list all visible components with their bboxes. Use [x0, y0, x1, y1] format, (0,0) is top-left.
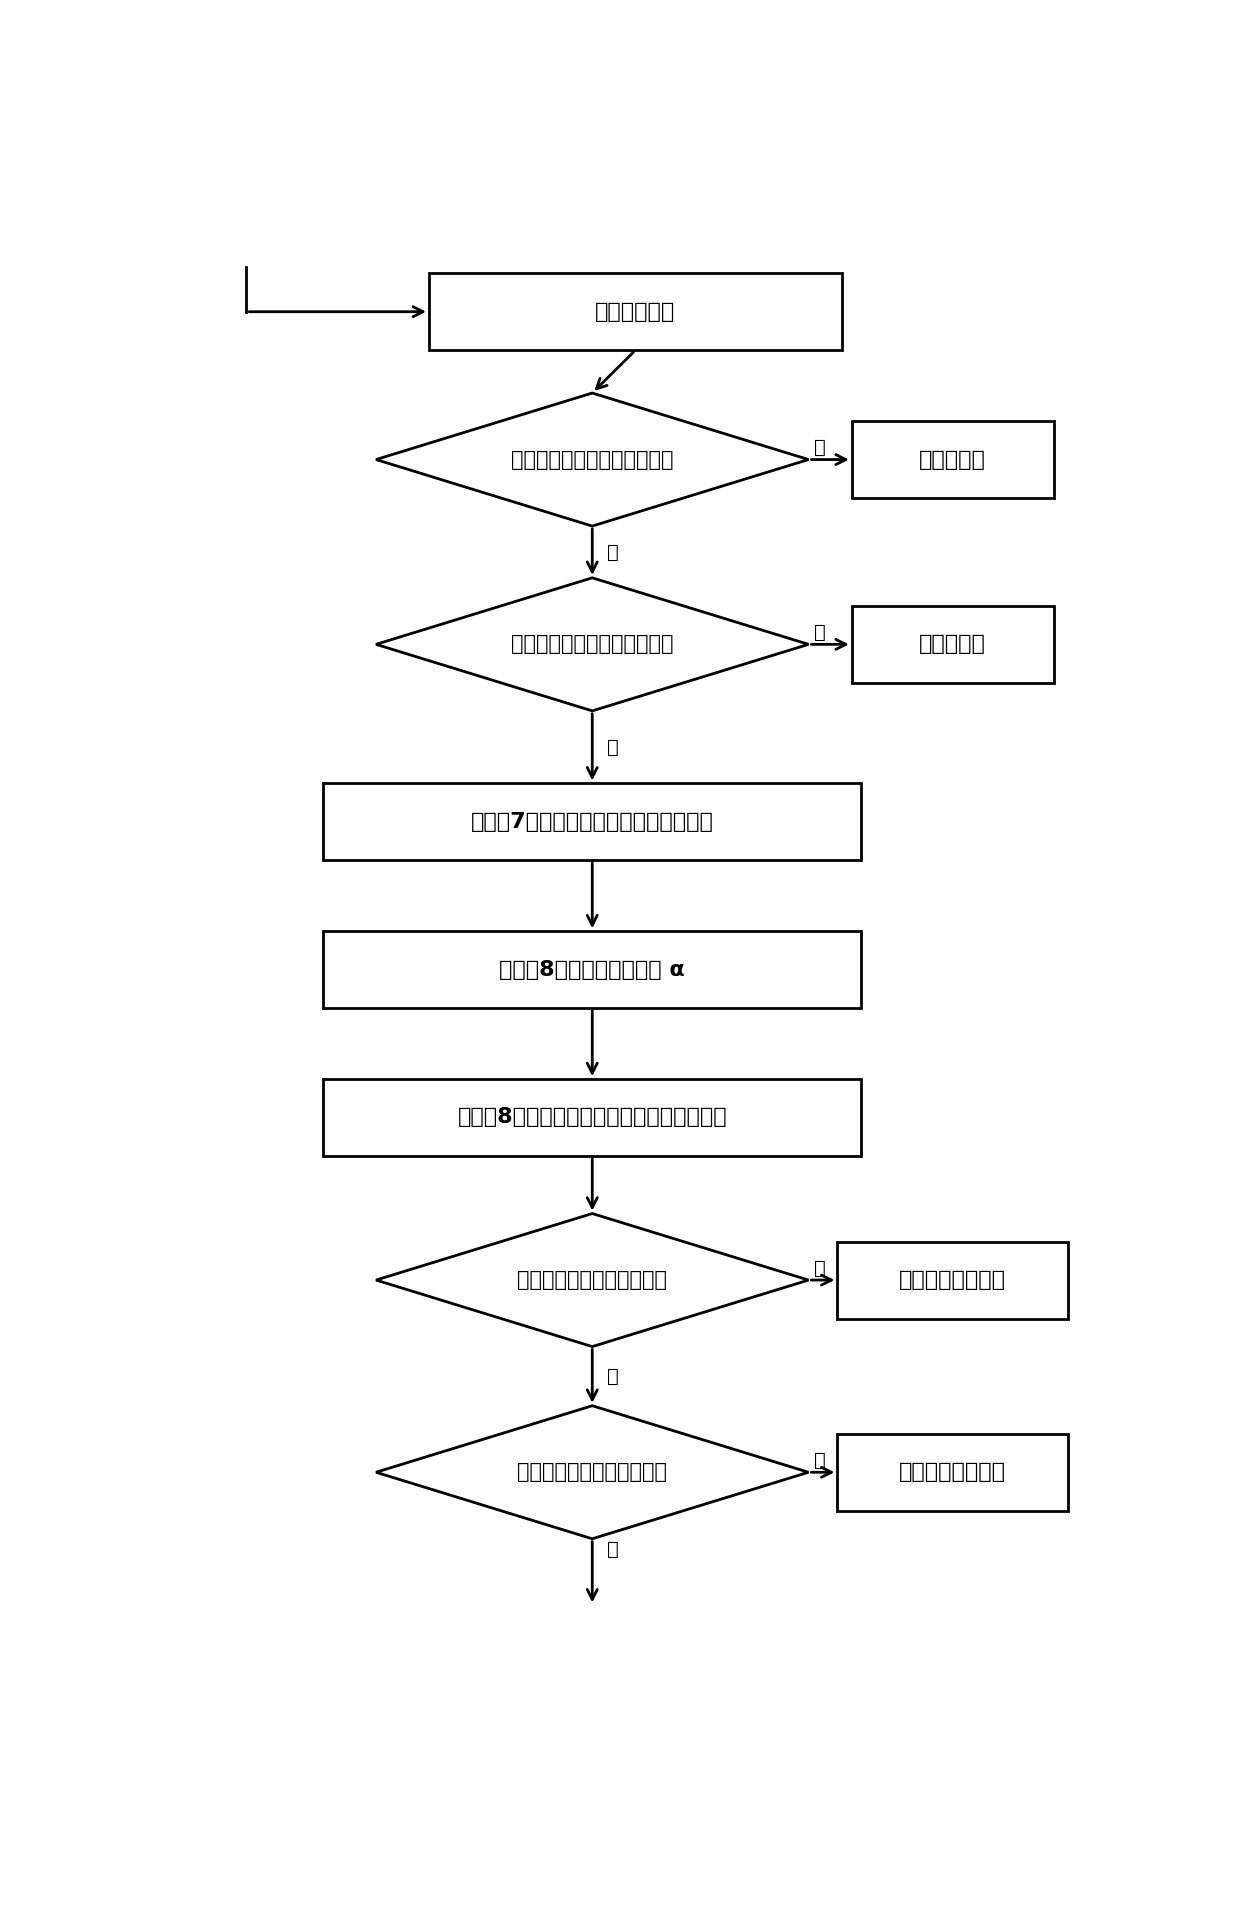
Text: 否: 否 — [606, 737, 619, 756]
Text: 过电压故障: 过电压故障 — [919, 449, 986, 470]
Text: 在式（8）中计算电池电压序列的修正样本熵: 在式（8）中计算电池电压序列的修正样本熵 — [458, 1108, 727, 1127]
Bar — [324, 1079, 862, 1156]
Text: 在式（7）中计算电池电压序列的样本熵: 在式（7）中计算电池电压序列的样本熵 — [471, 812, 714, 831]
Bar — [324, 783, 862, 860]
Text: 是: 是 — [815, 438, 826, 457]
Polygon shape — [376, 578, 808, 710]
Polygon shape — [376, 1213, 808, 1346]
Text: 电池电压是否触发最小阈值？: 电池电压是否触发最小阈值？ — [511, 634, 673, 655]
Text: 是: 是 — [815, 1260, 826, 1277]
Text: 过电压或断路故障: 过电压或断路故障 — [899, 1269, 1006, 1290]
Text: 计算电池电压: 计算电池电压 — [595, 301, 676, 323]
Text: 否: 否 — [606, 543, 619, 561]
Bar — [837, 1242, 1068, 1319]
Bar — [429, 273, 842, 349]
Polygon shape — [376, 394, 808, 526]
Polygon shape — [376, 1405, 808, 1538]
Text: 否: 否 — [606, 1367, 619, 1386]
Bar — [837, 1434, 1068, 1511]
Text: 修正样本熵是否发生突降？: 修正样本熵是否发生突降？ — [517, 1463, 667, 1482]
Text: 是: 是 — [815, 622, 826, 641]
Bar — [852, 607, 1054, 684]
Text: 欠电压故障: 欠电压故障 — [919, 634, 986, 655]
Bar — [324, 931, 862, 1008]
Text: 电池电压是否触发最大阈值？: 电池电压是否触发最大阈值？ — [511, 449, 673, 470]
Text: 欠电压或短路故障: 欠电压或短路故障 — [899, 1463, 1006, 1482]
Text: 是: 是 — [815, 1452, 826, 1471]
Text: 在式（8）中计算校正系数 α: 在式（8）中计算校正系数 α — [500, 960, 684, 979]
Text: 修正样本熵是否发生突升？: 修正样本熵是否发生突升？ — [517, 1269, 667, 1290]
Bar — [852, 420, 1054, 497]
Text: 否: 否 — [606, 1540, 619, 1559]
